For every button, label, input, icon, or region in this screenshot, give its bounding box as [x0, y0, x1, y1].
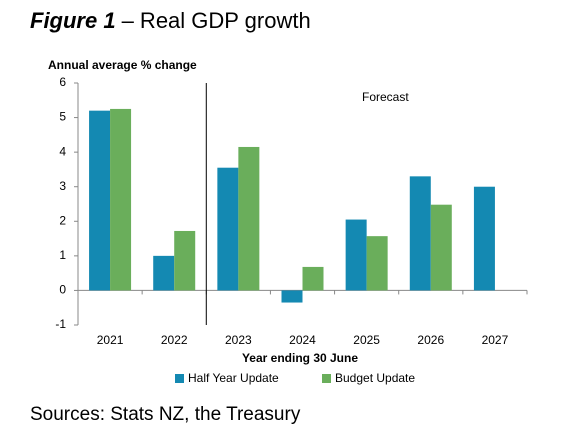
bar [238, 146, 260, 291]
y-tick-label: 5 [59, 110, 66, 124]
legend-label: Budget Update [335, 371, 415, 385]
legend-label: Half Year Update [188, 371, 279, 385]
y-tick-label: 0 [59, 283, 66, 297]
bar [89, 110, 111, 291]
y-axis-label: Annual average % change [48, 58, 197, 72]
x-tick-label: 2022 [161, 333, 188, 347]
x-tick-label: 2021 [97, 333, 124, 347]
x-tick-label: 2025 [353, 333, 380, 347]
y-tick-label: 1 [59, 248, 66, 262]
legend-swatch [175, 374, 184, 383]
title-prefix: Figure 1 [30, 8, 116, 33]
bar [473, 186, 495, 291]
annotation: Forecast [362, 90, 409, 104]
y-tick-label: 3 [59, 179, 66, 193]
x-tick-label: 2024 [289, 333, 316, 347]
bar [174, 230, 196, 291]
bar [153, 255, 175, 291]
x-tick-label: 2023 [225, 333, 252, 347]
x-axis-label: Year ending 30 June [242, 351, 358, 365]
x-tick-label: 2027 [482, 333, 509, 347]
y-tick-label: 6 [59, 75, 66, 89]
x-tick-label: 2026 [417, 333, 444, 347]
title-text: – Real GDP growth [122, 8, 311, 33]
bar [409, 176, 431, 291]
bar [366, 236, 388, 291]
bar [217, 167, 239, 291]
bar [281, 290, 303, 303]
bar [302, 266, 324, 291]
bar [110, 108, 132, 291]
bar [345, 219, 367, 291]
y-tick-label: 2 [59, 213, 66, 227]
legend-swatch [322, 374, 331, 383]
y-tick-label: 4 [59, 144, 66, 158]
source: Sources: Stats NZ, the Treasury [30, 404, 301, 425]
y-tick-label: -1 [55, 317, 66, 331]
bar [430, 204, 452, 291]
chart-title: Figure 1– Real GDP growth [30, 8, 311, 33]
